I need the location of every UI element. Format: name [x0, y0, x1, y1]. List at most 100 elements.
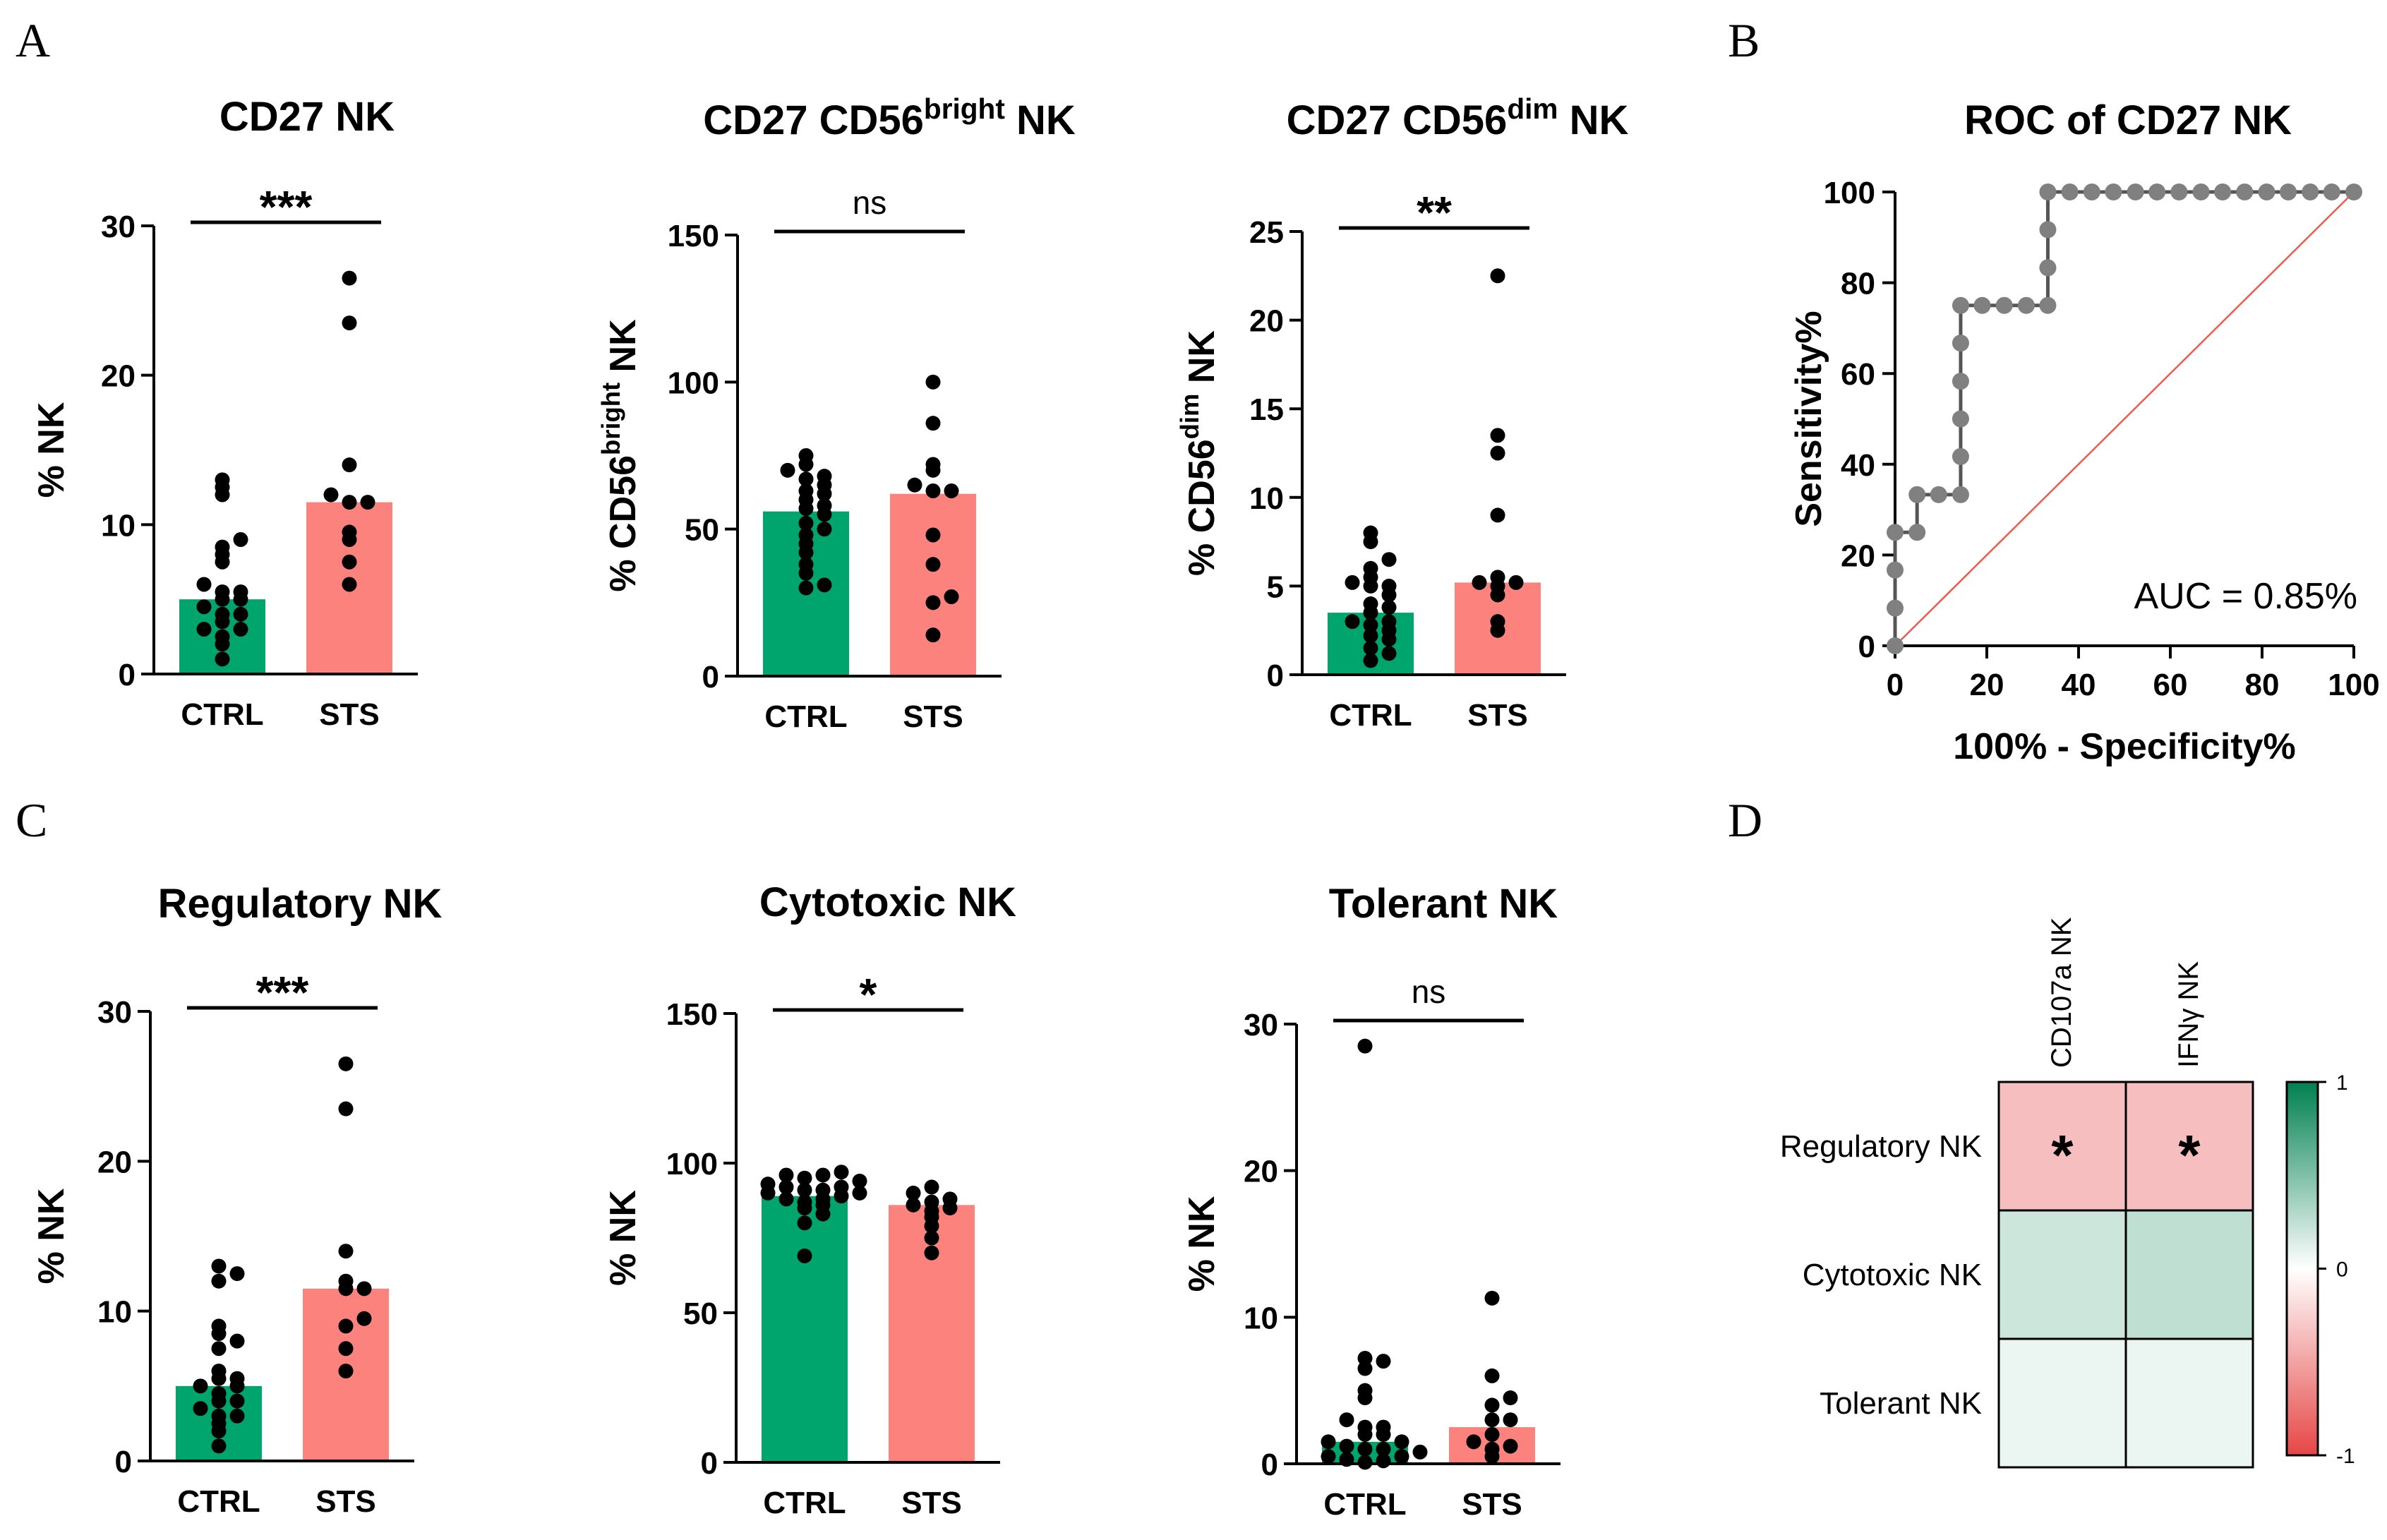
data-point	[215, 629, 230, 644]
x-tick-label: 80	[2245, 668, 2280, 702]
data-point	[924, 1194, 939, 1210]
data-point	[1394, 1434, 1409, 1450]
data-point	[1321, 1449, 1336, 1464]
data-point	[211, 1341, 227, 1356]
data-point	[1363, 525, 1378, 541]
data-point	[338, 1101, 354, 1117]
data-point	[798, 471, 814, 487]
data-point	[817, 522, 832, 537]
roc-point	[2017, 296, 2035, 314]
data-point	[906, 1197, 921, 1213]
y-axis-label: % NK	[31, 402, 72, 498]
data-point	[924, 1245, 939, 1261]
panel-label-c: C	[16, 793, 47, 847]
x-axis-label: 100% - Specificity%	[1953, 726, 2296, 767]
y-tick-label: 0	[1267, 658, 1284, 693]
data-point	[1484, 1441, 1500, 1457]
data-point	[815, 1182, 831, 1198]
data-point	[834, 1179, 849, 1195]
data-point	[229, 1266, 245, 1282]
data-point	[925, 483, 941, 498]
y-tick-label: 0	[702, 660, 719, 694]
data-point	[760, 1177, 776, 1192]
data-point	[1339, 1452, 1354, 1467]
y-tick-label: 100	[666, 1147, 718, 1181]
y-tick-label: 10	[97, 1295, 132, 1330]
y-axis-label: % NK	[1182, 1196, 1222, 1292]
heatmap-row-label: Cytotoxic NK	[1803, 1258, 1982, 1292]
data-point	[1357, 1383, 1373, 1398]
significance-label: ***	[260, 181, 313, 232]
roc-point	[1930, 486, 1947, 503]
y-tick-label: 80	[1841, 267, 1875, 301]
data-point	[780, 462, 795, 478]
data-point	[798, 448, 814, 463]
data-point	[1381, 578, 1397, 594]
y-tick-label: 15	[1249, 392, 1284, 427]
auc-annotation: AUC = 0.85%	[2134, 576, 2358, 617]
data-point	[211, 1408, 227, 1424]
data-point	[1484, 1397, 1500, 1413]
bar-ctrl	[762, 1196, 848, 1462]
x-tick-label: STS	[315, 1484, 376, 1519]
data-point	[338, 1318, 354, 1334]
data-point	[797, 1182, 812, 1198]
roc-point	[2302, 184, 2319, 200]
data-point	[1484, 1412, 1500, 1428]
chart-title: Tolerant NK	[1329, 881, 1558, 927]
roc-point	[2039, 221, 2057, 239]
roc-point	[2345, 184, 2362, 200]
roc-point	[2148, 184, 2166, 200]
roc-point	[2083, 184, 2100, 200]
data-point	[215, 472, 230, 488]
data-point	[1472, 575, 1487, 590]
heatmap-row-label: Tolerant NK	[1820, 1386, 1982, 1421]
x-tick-label: CTRL	[763, 1486, 846, 1520]
y-tick-label: 50	[685, 513, 719, 548]
roc-point	[2039, 296, 2057, 314]
data-point	[1490, 570, 1505, 585]
data-point	[342, 524, 357, 540]
y-tick-label: 0	[119, 658, 136, 692]
chart-regulatory-nk: Regulatory NK % NK 0 10 20 30 CTRL STS ***	[31, 881, 443, 1519]
data-point	[338, 1273, 354, 1289]
chart-cd27-cd56bright-nk: CD27 CD56bright NK % CD56bright NK 0 50 100 1…	[596, 92, 1076, 734]
heatmap-cell	[2124, 1081, 2254, 1212]
roc-point	[1908, 524, 1926, 541]
data-point	[1376, 1354, 1391, 1369]
significance-label: ns	[853, 184, 887, 221]
data-point	[924, 1230, 939, 1246]
data-point	[229, 1408, 245, 1424]
x-tick-label: STS	[903, 699, 963, 734]
x-tick-label: 0	[1887, 668, 1904, 702]
data-point	[1376, 1453, 1391, 1469]
data-point	[1503, 1412, 1518, 1428]
data-point	[233, 622, 248, 637]
y-tick-label: 50	[683, 1297, 718, 1331]
y-tick-label: 20	[1249, 304, 1284, 339]
data-point	[233, 532, 248, 547]
data-point	[944, 483, 959, 498]
data-point	[342, 315, 357, 331]
bar-sts	[890, 493, 976, 676]
data-point	[925, 527, 941, 543]
data-point	[1345, 614, 1360, 630]
x-tick-label: 20	[1970, 668, 2004, 702]
chart-roc-cd27-nk: ROC of CD27 NK Sensitivity% 100% - Specifi…	[1788, 97, 2380, 767]
y-tick-label: 30	[1244, 1008, 1278, 1042]
y-tick-label: 150	[666, 997, 718, 1032]
data-point	[778, 1191, 794, 1207]
y-tick-label: 0	[701, 1446, 718, 1481]
data-point	[1381, 552, 1397, 567]
heatmap-significance: *	[2178, 1124, 2201, 1186]
heatmap-cell	[2124, 1209, 2254, 1340]
y-axis-label: % NK	[31, 1188, 72, 1284]
data-point	[797, 1215, 812, 1231]
y-tick-label: 20	[97, 1145, 132, 1179]
heatmap-cell	[2124, 1337, 2254, 1469]
roc-point	[1952, 373, 1969, 390]
data-point	[211, 1385, 227, 1401]
y-tick-label: 20	[1244, 1155, 1278, 1189]
data-point	[229, 1393, 245, 1409]
